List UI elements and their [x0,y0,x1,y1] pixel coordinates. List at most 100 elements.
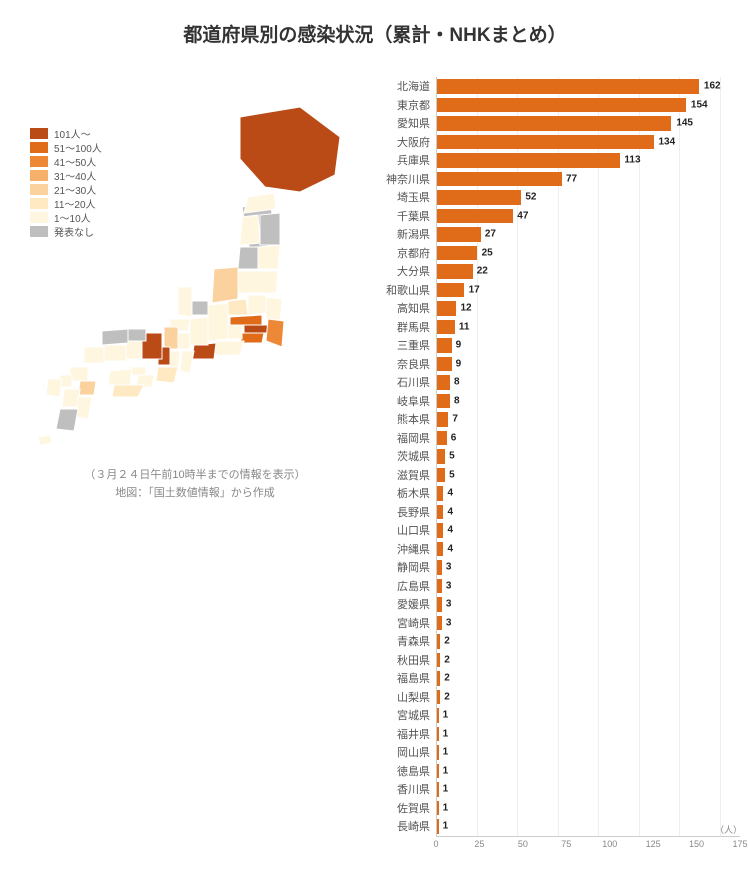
bar-value: 52 [525,192,536,203]
bar-row: 三重県9 [380,336,720,355]
bar [437,153,620,168]
region-nagasaki [46,379,62,397]
bar-label: 広島県 [380,578,436,594]
bar-row: 神奈川県77 [380,170,720,189]
bar-track: 1 [436,762,720,781]
bar-value: 11 [459,321,470,332]
bar [437,264,473,279]
bar-value: 2 [444,654,450,665]
legend-swatch [30,198,48,209]
bar-track: 5 [436,447,720,466]
bar-label: 長野県 [380,504,436,520]
region-hiroshima [104,345,126,361]
page-title: 都道府県別の感染状況（累計・NHKまとめ） [10,20,740,47]
bar-label: 岐阜県 [380,393,436,409]
bar-track: 6 [436,429,720,448]
bar-row: 山口県 4 [380,521,720,540]
region-kagoshima [56,409,78,431]
bar-label: 徳島県 [380,763,436,779]
bar-track: 77 [436,170,720,189]
bar-track: 2 [436,688,720,707]
bar-row: 香川県1 [380,780,720,799]
legend-row: 101人～ [30,127,102,140]
region-iwate [260,213,280,245]
bar-track: 1 [436,817,720,836]
bar-value: 1 [443,821,449,832]
bar-row: 滋賀県5 [380,466,720,485]
bar-label: 宮城県 [380,707,436,723]
bar [437,560,442,575]
bar-label: 大分県 [380,263,436,279]
bar-value: 4 [447,525,453,536]
bar [437,542,443,557]
bar-label: 福井県 [380,726,436,742]
bar-value: 1 [443,802,449,813]
bar-value: 9 [456,358,462,369]
bar-row: 青森県2 [380,632,720,651]
bar-value: 8 [454,395,460,406]
legend-swatch [30,212,48,223]
legend-row: 41～50人 [30,155,102,168]
legend-row: 発表なし [30,225,102,238]
bar [437,172,562,187]
bar-value: 3 [446,617,452,628]
bar-track: 162 [436,77,720,96]
bar-label: 奈良県 [380,356,436,372]
legend-label: 11～20人 [54,196,96,211]
region-akita [240,215,260,245]
bar-track: 8 [436,392,720,411]
region-shimane [102,329,128,345]
bar [437,116,671,131]
bar-track: 145 [436,114,720,133]
bar-track: 1 [436,743,720,762]
bar-row: 愛知県 145 [380,114,720,133]
bar-track: 3 [436,614,720,633]
bar-row: 新潟県27 [380,225,720,244]
bar-label: 山口県 [380,522,436,538]
bar-value: 4 [447,488,453,499]
bar-value: 1 [443,728,449,739]
bar-row: 宮崎県3 [380,614,720,633]
legend-swatch [30,156,48,167]
axis-unit: （人） [715,823,742,836]
bar-value: 145 [676,118,693,129]
bar-value: 77 [566,173,577,184]
bar-label: 大阪府 [380,134,436,150]
bar-row: 群馬県11 [380,318,720,337]
bar-label: 岡山県 [380,744,436,760]
legend-swatch [30,128,48,139]
bar-label: 秋田県 [380,652,436,668]
region-shiga [178,333,190,349]
bar-track: 12 [436,299,720,318]
bar-value: 47 [517,210,528,221]
bar-track: 7 [436,410,720,429]
region-ehime [108,369,132,385]
bar-row: 奈良県 9 [380,355,720,374]
legend-row: 1～10人 [30,211,102,224]
legend-label: 1～10人 [54,210,91,225]
bar-label: 兵庫県 [380,152,436,168]
region-ibaraki [266,297,282,321]
bar-value: 1 [443,765,449,776]
bar-row: 高知県12 [380,299,720,318]
bar-value: 27 [485,229,496,240]
bar-label: 東京都 [380,97,436,113]
bar [437,431,447,446]
bar-track: 154 [436,96,720,115]
bar-label: 愛知県 [380,115,436,131]
bar [437,283,464,298]
region-gifu [190,317,208,345]
bar-row: 東京都154 [380,96,720,115]
bar-row: 長崎県1 [380,817,720,836]
axis-tick: 25 [474,839,484,849]
bar [437,246,477,261]
bar-value: 25 [482,247,493,258]
legend-row: 51～100人 [30,141,102,154]
bar-track: 8 [436,373,720,392]
bar-value: 17 [469,284,480,295]
bar [437,616,442,631]
bar-track: 2 [436,669,720,688]
bar-row: 兵庫県113 [380,151,720,170]
bar [437,708,439,723]
bar [437,523,443,538]
